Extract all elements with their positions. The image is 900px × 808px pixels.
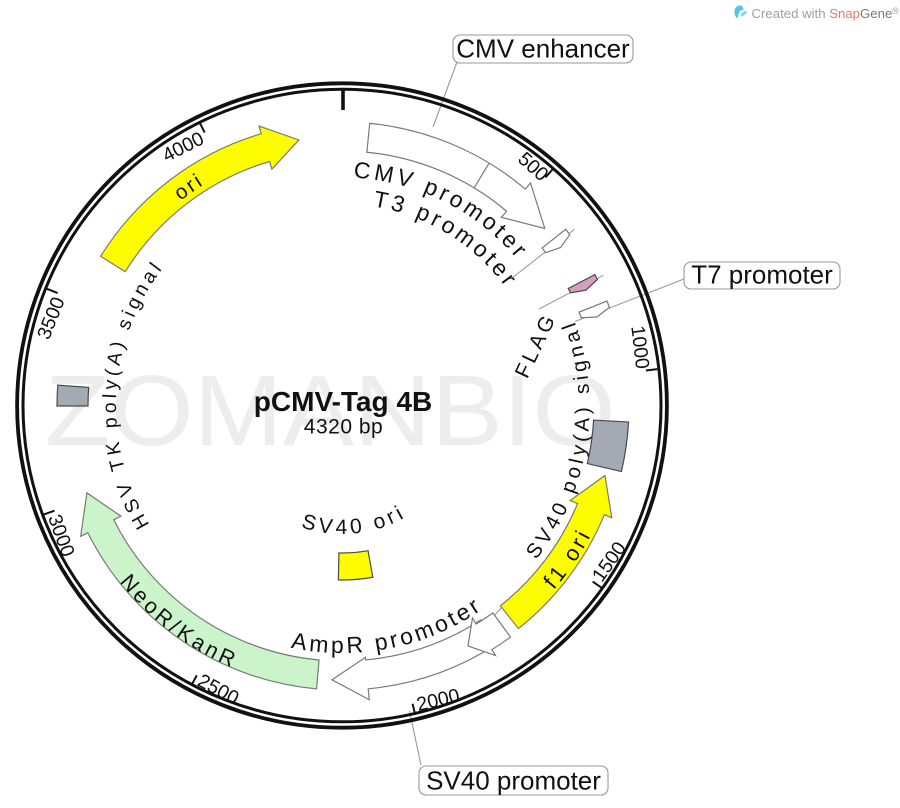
svg-text:ZOMANBIO: ZOMANBIO [45,354,616,466]
svg-text:Created with SnapGene®: Created with SnapGene® [752,6,900,21]
svg-text:4320 bp: 4320 bp [304,416,383,439]
svg-text:T7 promoter: T7 promoter [691,260,833,290]
svg-text:1000: 1000 [626,325,653,371]
svg-text:pCMV-Tag 4B: pCMV-Tag 4B [254,386,432,417]
svg-text:CMV enhancer: CMV enhancer [456,34,630,64]
svg-text:SV40 promoter: SV40 promoter [426,766,601,796]
